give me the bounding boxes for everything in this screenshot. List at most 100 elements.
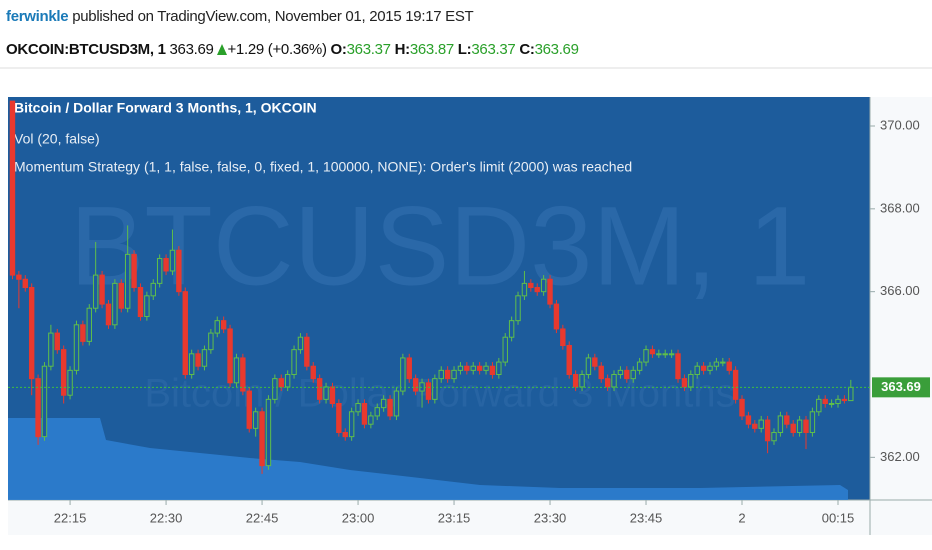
candle-body: [758, 419, 764, 429]
candle-body: [329, 386, 336, 404]
candle-body: [297, 336, 304, 351]
candle-body: [304, 336, 310, 367]
candle-body: [700, 365, 707, 371]
candle-body: [739, 398, 745, 417]
candle-body: [835, 398, 841, 404]
candle-body: [617, 369, 624, 376]
x-tick-label: 22:15: [54, 510, 87, 525]
candle-body: [73, 324, 80, 371]
candle-body: [572, 374, 579, 388]
candle-body: [9, 100, 16, 276]
candle-body: [406, 357, 412, 380]
candle-body: [790, 423, 796, 433]
candle-body: [636, 361, 643, 371]
candle-body: [681, 378, 688, 388]
volume-area: [8, 418, 848, 500]
publish-info: published on TradingView.com, November 0…: [72, 8, 474, 25]
candle-body: [720, 361, 726, 364]
x-tick-label: 22:30: [150, 510, 183, 525]
low-value: 363.37: [471, 41, 516, 58]
candle-body: [35, 378, 41, 438]
candle-body: [393, 390, 400, 417]
candle-body: [630, 369, 636, 380]
candle-body: [259, 411, 265, 467]
candle-body: [771, 431, 777, 442]
candle-body: [368, 415, 374, 425]
candle-body: [707, 365, 713, 371]
x-tick-label: 23:00: [342, 510, 375, 525]
candle-body: [99, 274, 105, 305]
candle-body: [528, 282, 534, 289]
candle-body: [809, 411, 816, 433]
candle-body: [80, 324, 86, 342]
candle-body: [169, 249, 176, 272]
close-value: 363.69: [534, 41, 579, 58]
legend-title: Bitcoin / Dollar Forward 3 Months, 1, OK…: [14, 100, 317, 116]
candle-body: [816, 398, 822, 413]
candle-body: [822, 398, 828, 404]
candle-body: [252, 411, 259, 429]
plot-area: [8, 97, 870, 500]
candle-body: [534, 287, 540, 293]
candle-body: [438, 369, 444, 380]
candle-body: [796, 419, 803, 433]
candle-body: [48, 332, 54, 367]
x-tick-label: 23:30: [534, 510, 567, 525]
candle-body: [105, 303, 112, 326]
candle-body: [560, 328, 566, 347]
candle-body: [220, 320, 227, 330]
candle-body: [432, 378, 438, 400]
candle-body: [150, 282, 156, 297]
candle-body: [374, 407, 380, 417]
candle-body: [124, 253, 131, 309]
candle-body: [713, 361, 720, 367]
legend-strategy: Momentum Strategy (1, 1, false, false, 0…: [14, 159, 632, 175]
candle-body: [598, 365, 604, 380]
candle-body: [694, 365, 700, 376]
candle-body: [764, 419, 771, 442]
open-value: 363.37: [346, 41, 391, 58]
candle-body: [240, 357, 246, 392]
up-arrow-icon: [217, 44, 228, 55]
candle-body: [54, 332, 60, 351]
candle-body: [496, 361, 502, 376]
candle-body: [92, 274, 99, 309]
candle-body: [163, 258, 169, 272]
candle-body: [278, 378, 284, 388]
open-label: O:: [330, 41, 347, 58]
candle-body: [547, 278, 553, 305]
candle-body: [348, 411, 355, 438]
y-tick-label: 366.00: [880, 283, 920, 298]
candle-body: [566, 345, 572, 376]
candle-body: [828, 402, 835, 405]
candle-body: [457, 365, 464, 371]
candle-body: [342, 431, 348, 438]
candle-body: [176, 249, 182, 293]
price: 363.69: [169, 41, 214, 58]
y-tick-label: 362.00: [880, 449, 920, 464]
candle-body: [803, 419, 809, 433]
y-tick-label: 368.00: [880, 200, 920, 215]
x-tick-label: 2: [738, 510, 745, 525]
y-tick-label: 370.00: [880, 117, 920, 132]
high-label: H:: [394, 41, 411, 58]
x-tick-label: 23:45: [630, 510, 663, 525]
quote-line: OKCOIN:BTCUSD3M, 1 363.69 +1.29 (+0.36%)…: [6, 41, 579, 58]
candle-body: [483, 365, 489, 371]
candle-body: [323, 386, 329, 400]
x-tick-label: 00:15: [822, 510, 855, 525]
candle-body: [675, 353, 681, 380]
candle-body: [444, 369, 451, 380]
candle-body: [745, 415, 752, 425]
candle-body: [553, 303, 560, 330]
candle-body: [515, 295, 521, 322]
candle-body: [16, 274, 22, 280]
candle-body: [400, 357, 406, 392]
candle-body: [28, 287, 35, 380]
candle-body: [508, 320, 515, 338]
author-link[interactable]: ferwinkle: [6, 8, 69, 25]
candle-body: [156, 258, 163, 284]
candle-body: [611, 374, 617, 388]
